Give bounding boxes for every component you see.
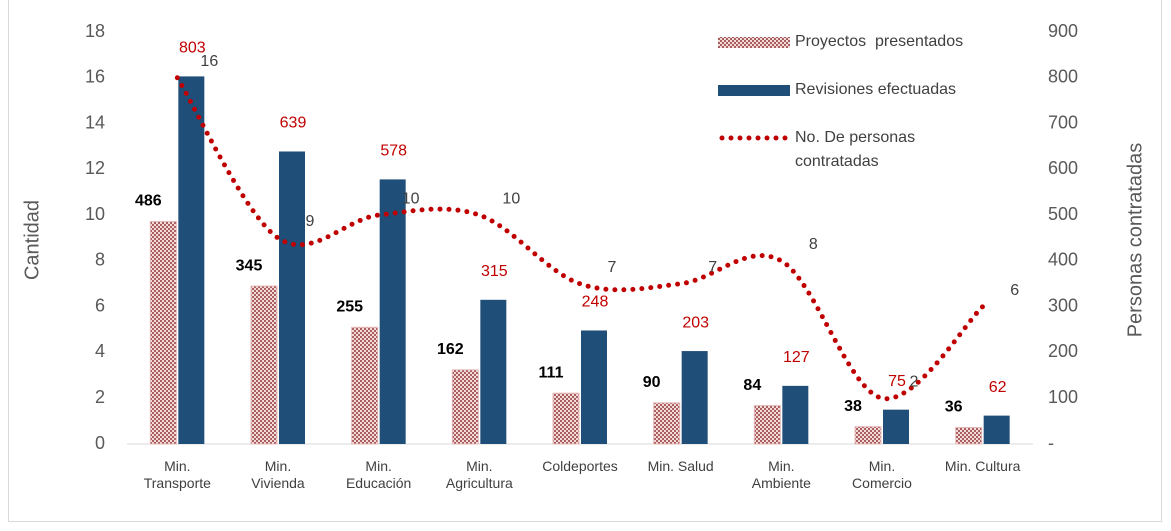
y-tick-label: 10 (85, 204, 105, 224)
data-label: 486 (135, 193, 162, 210)
data-label: 36 (945, 399, 963, 416)
line (174, 75, 986, 401)
data-label: 203 (682, 314, 709, 331)
y-tick-label: 8 (95, 250, 105, 270)
data-label: 255 (336, 298, 363, 315)
x-tick-label: Min. Educación (345, 458, 412, 491)
data-label: 639 (280, 115, 307, 132)
data-label: 16 (200, 53, 218, 70)
data-label: 127 (783, 349, 810, 366)
y2-tick-label: 600 (1048, 158, 1078, 178)
bar (983, 415, 1010, 444)
bar (883, 409, 909, 444)
bar (178, 76, 205, 444)
legend-swatch (718, 37, 790, 48)
y-tick-label: 14 (85, 112, 105, 132)
chart-border (8, 0, 1162, 522)
data-label: 162 (437, 341, 464, 358)
y2-tick-label: 800 (1048, 67, 1078, 87)
bar (955, 427, 983, 445)
x-tick-label: Coldeportes (542, 458, 618, 474)
legend-swatch (718, 85, 790, 96)
x-tick-label: Min. Vivienda (251, 458, 305, 491)
bar (279, 151, 305, 445)
data-label: 90 (643, 374, 661, 391)
y-tick-label: 16 (85, 67, 105, 87)
data-label: 111 (539, 364, 564, 381)
data-label: 38 (844, 398, 862, 415)
bar (480, 299, 507, 444)
bar (379, 179, 406, 444)
data-label: 10 (402, 190, 420, 207)
x-tick-label: Min. Comercio (852, 458, 912, 491)
legend-label: Revisiones efectuadas (795, 81, 956, 98)
x-tick-label: Min. Cultura (944, 458, 1021, 474)
x-tick-label: Min. Transporte (143, 458, 211, 491)
data-label: 345 (236, 257, 263, 274)
bar (250, 285, 278, 445)
data-label: 6 (1010, 282, 1019, 299)
bar (681, 351, 708, 444)
data-label: 7 (608, 259, 617, 276)
y-tick-label: 2 (95, 387, 105, 407)
y2-tick-label: 500 (1048, 204, 1078, 224)
data-label: 2 (910, 373, 919, 390)
bar (351, 326, 379, 445)
y2-axis-title: Personas contratadas (1124, 143, 1146, 338)
y-tick-label: 12 (85, 158, 105, 178)
bar (451, 369, 479, 445)
data-label: 10 (502, 190, 520, 207)
y2-tick-label: 200 (1048, 341, 1078, 361)
data-label: 248 (582, 294, 609, 311)
y-axis-title: Cantidad (21, 200, 43, 280)
data-label: 62 (989, 379, 1007, 396)
data-label: 7 (708, 259, 717, 276)
y-tick-label: 4 (95, 341, 105, 361)
y-tick-label: 0 (95, 433, 105, 453)
bar (149, 221, 177, 445)
bar (753, 405, 781, 445)
y2-tick-label: - (1048, 433, 1054, 453)
legend-label: No. De personas contratadas (795, 129, 920, 170)
data-label: 578 (380, 143, 407, 160)
y2-tick-label: 400 (1048, 250, 1078, 270)
y2-tick-label: 100 (1048, 387, 1078, 407)
data-label: 84 (743, 377, 761, 394)
x-tick-label: Min. Ambiente (751, 458, 811, 491)
y-tick-label: 18 (85, 21, 105, 41)
legend-label: Proyectos presentados (795, 33, 964, 50)
bar (552, 392, 580, 445)
y-tick-label: 6 (95, 295, 105, 315)
data-label: 315 (481, 263, 508, 280)
x-tick-label: Min. Salud (647, 458, 714, 474)
y2-tick-label: 900 (1048, 21, 1078, 41)
bar (782, 385, 809, 444)
y2-tick-label: 700 (1048, 112, 1078, 132)
bar (653, 402, 681, 445)
data-label: 803 (179, 40, 206, 57)
data-label: 75 (888, 373, 906, 390)
data-label: 8 (809, 236, 818, 253)
y2-tick-label: 300 (1048, 295, 1078, 315)
bar (581, 330, 607, 444)
x-tick-label: Min. Agricultura (445, 458, 513, 491)
data-label: 9 (306, 213, 315, 230)
bar (854, 426, 882, 445)
